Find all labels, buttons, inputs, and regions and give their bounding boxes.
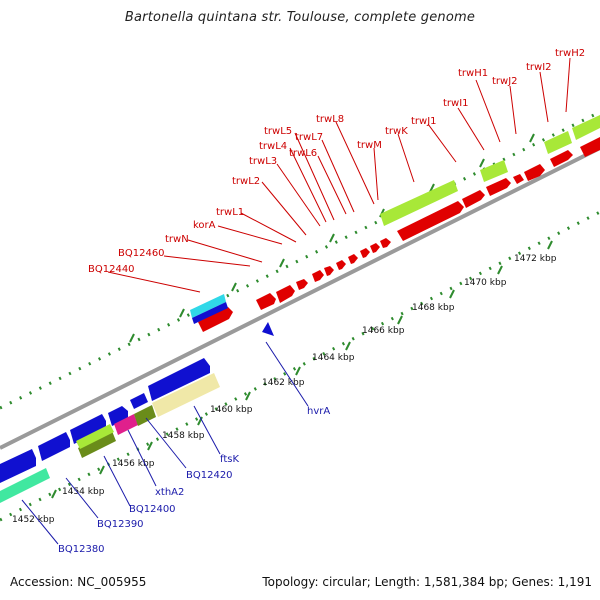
gene-label: trwI2 <box>526 62 552 73</box>
gene-label: trwJ2 <box>492 76 518 87</box>
gene-label: trwN <box>165 234 189 245</box>
scale-label: 1456 kbp <box>112 459 155 469</box>
forward-gene <box>312 270 324 282</box>
scale-label: 1464 kbp <box>312 353 355 363</box>
forward-gene <box>580 137 600 157</box>
scale-label: 1462 kbp <box>262 378 305 388</box>
forward-gene <box>513 174 524 184</box>
reverse-gene <box>70 414 106 444</box>
gene-label: trwL4 <box>259 141 287 152</box>
reverse-tick-track <box>0 210 600 522</box>
reverse-gene <box>38 432 70 461</box>
gene-label: trwH2 <box>555 48 585 59</box>
gene-label: xthA2 <box>155 487 184 498</box>
gene-label: BQ12380 <box>58 544 105 555</box>
gene-label: hvrA <box>307 406 330 417</box>
feature-cyan <box>190 294 226 318</box>
forward-gene <box>550 150 573 167</box>
feature-mint <box>0 468 50 503</box>
reverse-label-lines <box>21 341 309 545</box>
genome-backbone <box>0 146 600 450</box>
scale-label: 1470 kbp <box>464 278 507 288</box>
forward-gene <box>348 254 358 264</box>
forward-gene <box>296 279 308 290</box>
gene-label: trwH1 <box>458 68 488 79</box>
scale-label: 1458 kbp <box>162 431 205 441</box>
gene-label: trwL3 <box>249 156 277 167</box>
gene-label: BQ12460 <box>118 248 165 259</box>
forward-genes <box>198 137 600 332</box>
forward-gene <box>486 178 511 196</box>
feature-lime-rev <box>76 424 114 449</box>
gene-label: BQ12400 <box>129 504 176 515</box>
gene-label: BQ12440 <box>88 264 135 275</box>
gene-label: trwM <box>357 140 382 151</box>
feature-lime <box>572 115 600 140</box>
scale-label: 1452 kbp <box>12 515 55 525</box>
gene-label: trwJ1 <box>411 116 437 127</box>
feature-lime <box>544 131 572 154</box>
map-title: Bartonella quintana str. Toulouse, compl… <box>124 10 476 25</box>
forward-tick-track <box>0 110 600 410</box>
gene-label: ftsK <box>220 454 239 465</box>
gene-label: trwL8 <box>316 114 344 125</box>
accession-text: Accession: NC_005955 <box>10 575 147 589</box>
reverse-gene <box>0 449 36 483</box>
gene-label: BQ12390 <box>97 519 144 530</box>
feature-olive <box>134 405 156 426</box>
reverse-genes <box>0 358 210 483</box>
major-ticks <box>51 133 553 499</box>
gene-label: trwI1 <box>443 98 469 109</box>
scale-label: 1472 kbp <box>514 254 557 264</box>
forward-label-lines <box>107 57 571 293</box>
feature-blue-small <box>192 302 228 324</box>
scale-label: 1468 kbp <box>412 303 455 313</box>
scale-label: 1460 kbp <box>210 405 253 415</box>
gene-label: trwL7 <box>295 132 323 143</box>
gene-label: trwL5 <box>264 126 292 137</box>
forward-gene <box>324 266 334 276</box>
feature-tan <box>152 373 220 417</box>
gene-label: trwL6 <box>289 148 317 159</box>
gene-label: korA <box>193 220 216 231</box>
gene-label: trwK <box>385 126 408 137</box>
forward-gene <box>524 164 545 181</box>
forward-gene <box>198 307 233 332</box>
scale-label: 1454 kbp <box>62 487 105 497</box>
feature-lime <box>380 180 458 226</box>
forward-gene <box>380 238 391 248</box>
forward-gene <box>276 285 295 303</box>
summary-text: Topology: circular; Length: 1,581,384 bp… <box>262 575 592 589</box>
forward-gene <box>370 243 380 253</box>
forward-gene <box>397 201 464 241</box>
reverse-gene <box>130 393 148 409</box>
feature-magenta <box>114 414 138 435</box>
forward-gene <box>256 293 276 310</box>
feature-lime <box>480 160 508 182</box>
gene-label: BQ12420 <box>186 470 233 481</box>
reverse-gene <box>148 358 210 401</box>
forward-gene <box>462 190 485 208</box>
gene-label: trwL1 <box>216 207 244 218</box>
feature-blue-marker <box>262 322 274 336</box>
forward-gene <box>336 260 346 270</box>
feature-olive <box>78 431 116 458</box>
gene-label: trwL2 <box>232 176 260 187</box>
scale-label: 1466 kbp <box>362 326 405 336</box>
forward-gene <box>360 248 370 258</box>
